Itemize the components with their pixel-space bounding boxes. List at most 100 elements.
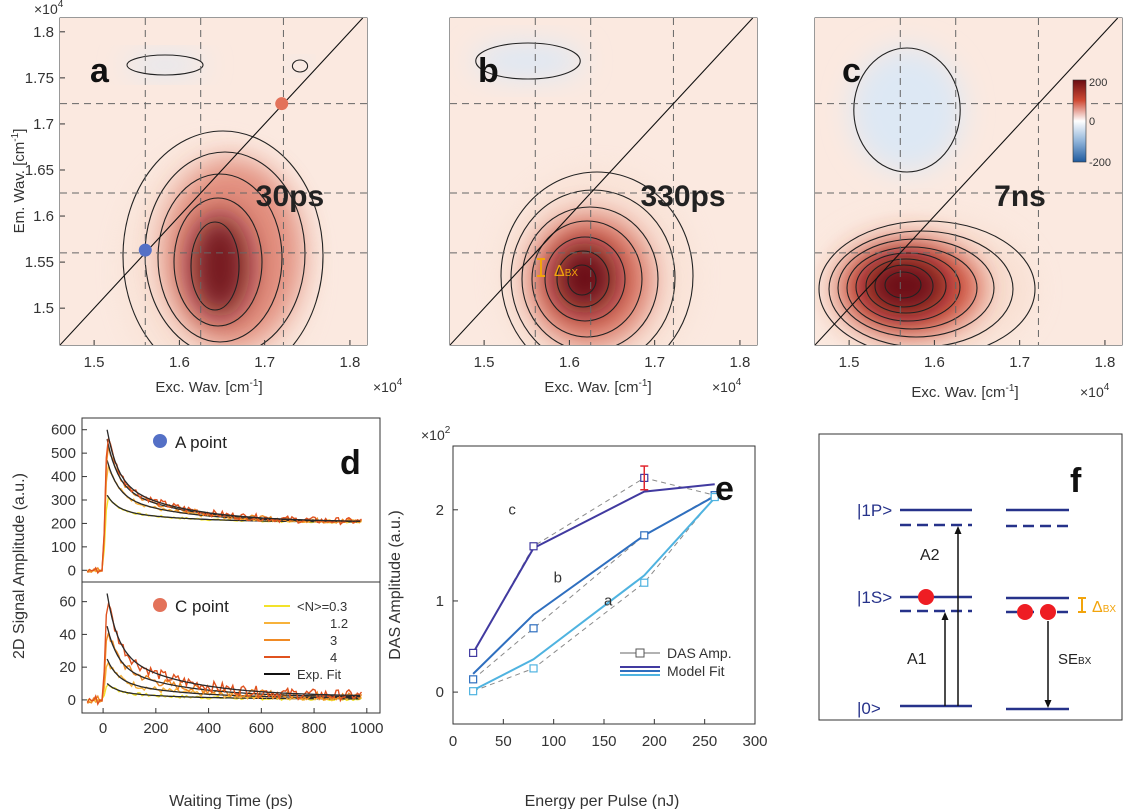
x-tick-label-a-3: 1.8 — [340, 354, 361, 371]
contour-c-2 — [837, 238, 995, 338]
fit-d-bot-2 — [106, 626, 361, 698]
contour-a-3 — [173, 197, 263, 327]
heatmap-b-negative-region — [473, 43, 583, 79]
x-tick-label-d-1: 200 — [143, 720, 168, 737]
x-tick-label-e-4: 200 — [642, 733, 667, 750]
fit-d-top-3 — [106, 429, 361, 522]
point-a-dot — [138, 243, 152, 257]
panel-e: a b c 0 50 100 150 200 250 300 0 1 2 ×102 e DAS Amp.… — [387, 425, 768, 809]
energy-levels — [900, 508, 1069, 711]
model-fit-a — [472, 497, 716, 692]
panel-f: f |1P> |1S> |0> A2 A1 SEBX — [818, 433, 1123, 721]
das-point-a-0 — [469, 687, 478, 696]
das-point-b-2 — [640, 531, 649, 540]
level-label-1s: |1S> — [857, 588, 892, 607]
panel-c-time: 7ns — [994, 180, 1046, 213]
transition-label-a1: A1 — [907, 651, 927, 668]
contour-c-7 — [884, 271, 922, 299]
heatmap-b-layers — [450, 18, 757, 345]
delta-bx-bracket: ΔBX — [1078, 597, 1116, 616]
das-line-c — [472, 477, 715, 654]
panel-e-letter: e — [715, 470, 734, 508]
x-tick-label-c-3: 1.8 — [1095, 354, 1116, 371]
y-tick-label-a-3: 1.65 — [25, 162, 54, 179]
legend-das-amp: DAS Amp. — [667, 645, 732, 661]
delta-bx-text: ΔBX — [1092, 599, 1116, 616]
y-tick-label-d-bot-1: 20 — [59, 659, 76, 676]
x-tick-label-d-3: 600 — [249, 720, 274, 737]
panel-d-bottom-label: C point — [175, 597, 229, 616]
panel-d-top-frame — [81, 417, 381, 583]
x-tick-label-b-1: 1.6 — [559, 354, 580, 371]
x-tick-label-c-1: 1.6 — [924, 354, 945, 371]
das-point-b-0 — [469, 675, 478, 684]
panel-a: 1.5 1.6 1.7 1.8 1.5 1.55 1.6 1.65 1.7 1.75 1.8 a 3… — [10, 0, 403, 396]
x-tick-label-d-2: 400 — [196, 720, 221, 737]
contour-b-5 — [556, 250, 610, 308]
panel-a-letter: a — [90, 52, 110, 90]
panel-b-xlabel: Exc. Wav. [cm-1] — [544, 378, 651, 396]
x-tick-label-e-1: 50 — [495, 733, 512, 750]
legend-model-fit: Model Fit — [667, 663, 725, 679]
panel-c-heatmap: 1.5 1.6 1.7 1.8 — [815, 18, 1122, 371]
legend-exp-fit: Exp. Fit — [297, 667, 341, 682]
y-tick-label-e-0: 0 — [436, 684, 444, 701]
heatmap-a-layers — [60, 18, 367, 345]
x-tick-label-d-5: 1000 — [350, 720, 383, 737]
y-tick-label-d-bot-3: 60 — [59, 594, 76, 611]
legend-n-3: 3 — [330, 633, 337, 648]
contour-b-4 — [544, 236, 626, 322]
x-tick-label-c-0: 1.5 — [839, 354, 860, 371]
curve-label-c: c — [508, 501, 516, 518]
y-tick-label-d-top-2: 200 — [51, 515, 76, 532]
y-tick-label-d-top-4: 400 — [51, 469, 76, 486]
contour-c-6 — [874, 264, 934, 308]
panel-c-letter: c — [842, 52, 861, 90]
panel-d-letter: d — [340, 444, 361, 482]
heatmap-c-negative-region — [851, 48, 963, 172]
panel-a-xlabel: Exc. Wav. [cm-1] — [155, 378, 262, 396]
curve-label-a: a — [604, 593, 613, 610]
panel-d-xlabel: Waiting Time (ps) — [169, 793, 293, 809]
panel-d-top-label: A point — [175, 433, 227, 452]
panel-a-time: 30ps — [256, 180, 324, 213]
x-tick-label-b-2: 1.7 — [644, 354, 665, 371]
transition-label-se: SEBX — [1058, 651, 1092, 668]
y-tick-label-e-2: 2 — [436, 502, 444, 519]
colorbar: 200 0 -200 — [1072, 77, 1111, 169]
panel-d-bottom-frame — [81, 581, 381, 714]
y-tick-label-a-1: 1.55 — [25, 254, 54, 271]
contour-c-4 — [855, 252, 961, 322]
panel-a-heatmap: 1.5 1.6 1.7 1.8 1.5 1.55 1.6 1.65 1.7 1.75 1.8 — [25, 18, 367, 371]
x-tick-label-e-3: 150 — [591, 733, 616, 750]
panel-d-legend: <N>=0.3 1.2 3 4 Exp. Fit — [264, 599, 348, 682]
panel-a-x-exponent: ×104 — [373, 377, 403, 395]
x-tick-label-a-0: 1.5 — [84, 354, 105, 371]
panel-e-frame — [452, 445, 756, 725]
transition-label-a2: A2 — [920, 547, 940, 564]
point-c-dot — [275, 97, 289, 111]
delta-bx-marker: ΔBX — [537, 258, 578, 280]
panel-e-legend: DAS Amp. Model Fit — [620, 645, 732, 679]
contour-a-2 — [157, 173, 283, 343]
legend-n-12: 1.2 — [330, 616, 348, 631]
panel-c-xlabel: Exc. Wav. [cm-1] — [911, 383, 1018, 401]
heatmap-a-intensity — [190, 214, 250, 318]
y-tick-label-d-top-0: 0 — [68, 562, 76, 579]
das-point-a-2 — [640, 578, 649, 587]
panel-b-time: 330ps — [640, 180, 725, 213]
x-tick-label-e-2: 100 — [541, 733, 566, 750]
x-tick-label-b-0: 1.5 — [474, 354, 495, 371]
delta-bx-label: ΔBX — [554, 263, 578, 280]
point-c-marker — [153, 598, 167, 612]
y-tick-label-a-5: 1.75 — [25, 70, 54, 87]
exciton-dot-left — [918, 589, 934, 605]
panel-e-exponent: ×102 — [421, 425, 451, 443]
level-label-0: |0> — [857, 699, 881, 718]
y-tick-label-e-1: 1 — [436, 593, 444, 610]
contour-b-3 — [531, 220, 643, 338]
contour-a-negative-0 — [126, 54, 204, 76]
contour-b-0 — [500, 171, 694, 345]
